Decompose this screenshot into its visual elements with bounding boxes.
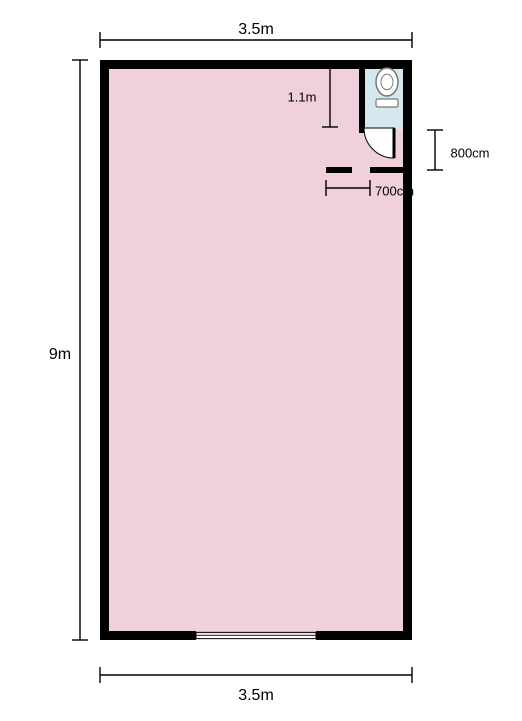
dim-right: 800cm xyxy=(427,130,490,170)
dim-bottom: 3.5m xyxy=(100,667,412,704)
dim-top: 3.5m xyxy=(100,21,412,48)
wall-bottom-left xyxy=(100,631,196,640)
dim-part-label: 700cm xyxy=(375,183,414,198)
dim-top-label: 3.5m xyxy=(238,21,274,38)
dim-left-label: 9m xyxy=(49,346,71,363)
wall-bottom-right xyxy=(316,631,412,640)
bath-wall-bottom xyxy=(359,127,364,133)
dim-bath_v-label: 1.1m xyxy=(288,89,317,104)
dim-right-label: 800cm xyxy=(450,145,489,160)
room-fill xyxy=(105,65,408,636)
door-leaf xyxy=(393,128,396,158)
partition-right xyxy=(370,167,412,173)
toilet-tank xyxy=(376,99,398,107)
wall-top xyxy=(100,60,412,69)
partition-left xyxy=(326,167,352,173)
toilet-icon xyxy=(376,68,398,96)
wall-right xyxy=(403,60,412,640)
dim-bottom-label: 3.5m xyxy=(238,687,274,704)
wall-left xyxy=(100,60,109,640)
bath-wall-left xyxy=(359,60,365,133)
dim-left: 9m xyxy=(49,60,88,640)
